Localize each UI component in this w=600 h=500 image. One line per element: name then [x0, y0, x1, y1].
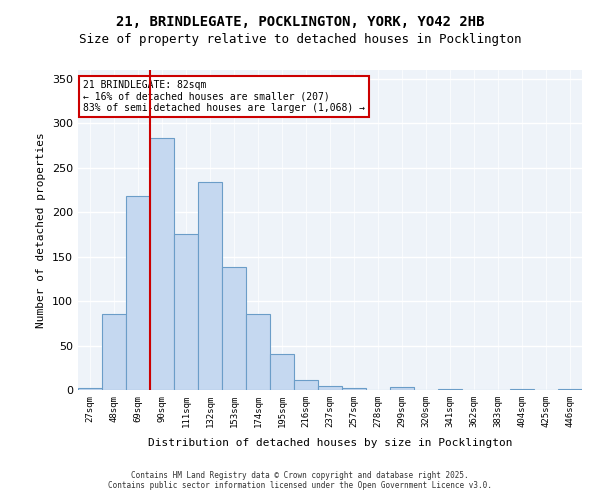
Text: 21 BRINDLEGATE: 82sqm
← 16% of detached houses are smaller (207)
83% of semi-det: 21 BRINDLEGATE: 82sqm ← 16% of detached …	[83, 80, 365, 113]
Bar	[102, 314, 126, 390]
Bar	[198, 182, 222, 390]
Bar	[294, 380, 318, 390]
Bar	[174, 234, 198, 390]
Bar	[222, 268, 246, 390]
Text: Contains HM Land Registry data © Crown copyright and database right 2025.
Contai: Contains HM Land Registry data © Crown c…	[108, 470, 492, 490]
Y-axis label: Number of detached properties: Number of detached properties	[37, 132, 46, 328]
X-axis label: Distribution of detached houses by size in Pocklington: Distribution of detached houses by size …	[148, 438, 512, 448]
Bar	[150, 138, 174, 390]
Bar	[270, 354, 294, 390]
Bar	[558, 389, 582, 390]
Bar	[390, 388, 414, 390]
Bar	[510, 389, 534, 390]
Bar	[246, 314, 270, 390]
Bar	[318, 386, 342, 390]
Text: Size of property relative to detached houses in Pocklington: Size of property relative to detached ho…	[79, 32, 521, 46]
Bar	[78, 388, 102, 390]
Bar	[438, 389, 462, 390]
Bar	[126, 196, 150, 390]
Text: 21, BRINDLEGATE, POCKLINGTON, YORK, YO42 2HB: 21, BRINDLEGATE, POCKLINGTON, YORK, YO42…	[116, 15, 484, 29]
Bar	[342, 388, 366, 390]
